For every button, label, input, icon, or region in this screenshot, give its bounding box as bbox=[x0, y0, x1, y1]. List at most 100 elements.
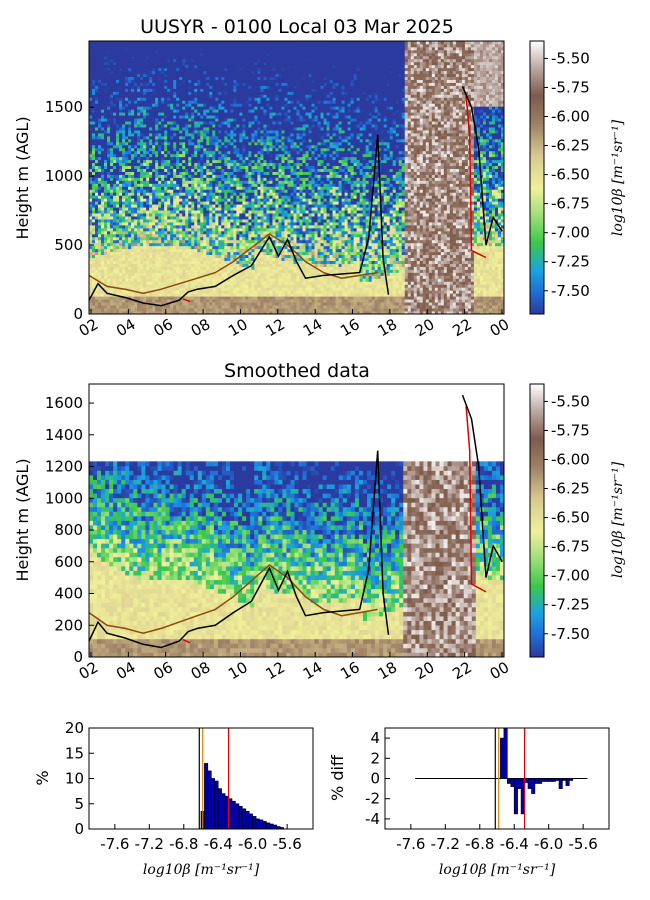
heatmap-cell bbox=[116, 55, 120, 60]
heatmap-cell bbox=[218, 257, 222, 261]
heatmap-cell bbox=[146, 174, 150, 178]
heatmap-cell bbox=[203, 49, 207, 54]
heatmap-cell bbox=[239, 162, 243, 167]
heatmap-cell bbox=[95, 88, 99, 92]
heatmap-cell bbox=[101, 198, 105, 202]
heatmap-cell bbox=[92, 52, 96, 57]
heatmap-cell bbox=[95, 91, 99, 95]
heatmap-cell bbox=[128, 88, 132, 92]
heatmap-cell bbox=[161, 204, 165, 208]
heatmap-cell bbox=[176, 88, 180, 92]
heatmap-cell bbox=[98, 227, 102, 232]
heatmap-cell bbox=[176, 135, 180, 140]
heatmap-cell bbox=[248, 180, 252, 184]
heatmap-cell bbox=[146, 82, 150, 86]
heatmap-cell bbox=[200, 222, 204, 226]
heatmap-cell bbox=[128, 115, 132, 119]
heatmap-cell bbox=[140, 118, 144, 122]
heatmap-cell bbox=[212, 233, 216, 238]
heatmap-cell bbox=[116, 254, 120, 259]
heatmap-cell bbox=[176, 79, 180, 83]
heatmap-cell bbox=[251, 236, 255, 241]
heatmap-cell bbox=[203, 263, 207, 267]
heatmap-cell bbox=[92, 106, 96, 110]
heatmap-cell bbox=[122, 41, 126, 45]
heatmap-cell bbox=[131, 308, 135, 312]
heatmap-cell bbox=[89, 198, 93, 202]
heatmap-cell bbox=[122, 305, 126, 309]
heatmap-cell bbox=[215, 302, 219, 306]
heatmap-cell bbox=[251, 287, 255, 291]
heatmap-cell bbox=[119, 305, 123, 309]
heatmap-cell bbox=[188, 55, 192, 60]
heatmap-cell bbox=[224, 58, 228, 63]
heatmap-cell bbox=[89, 79, 93, 83]
heatmap-cell bbox=[134, 46, 138, 51]
heatmap-cell bbox=[185, 302, 189, 306]
heatmap-cell bbox=[173, 64, 177, 69]
heatmap-cell bbox=[242, 43, 246, 48]
heatmap-cell bbox=[194, 150, 198, 155]
heatmap-cell bbox=[185, 239, 189, 244]
heatmap-cell bbox=[131, 177, 135, 181]
heatmap-cell bbox=[140, 233, 144, 238]
heatmap-cell bbox=[149, 76, 153, 80]
heatmap-cell bbox=[236, 91, 240, 95]
heatmap-cell bbox=[128, 186, 132, 190]
heatmap-cell bbox=[191, 138, 195, 143]
heatmap-cell bbox=[224, 73, 228, 78]
heatmap-cell bbox=[191, 97, 195, 101]
heatmap-cell bbox=[116, 168, 120, 172]
heatmap-cell bbox=[104, 135, 108, 140]
heatmap-cell bbox=[107, 230, 111, 235]
heatmap-cell bbox=[128, 254, 132, 259]
heatmap-cell bbox=[212, 236, 216, 241]
heatmap-cell bbox=[197, 67, 201, 72]
heatmap-cell bbox=[113, 263, 117, 267]
heatmap-cell bbox=[101, 41, 105, 45]
heatmap-cell bbox=[113, 239, 117, 244]
heatmap-cell bbox=[98, 204, 102, 208]
heatmap-cell bbox=[146, 100, 150, 104]
heatmap-cell bbox=[221, 207, 225, 211]
heatmap-cell bbox=[236, 186, 240, 190]
heatmap-cell bbox=[173, 266, 177, 270]
heatmap-cell bbox=[134, 180, 138, 184]
heatmap-cell bbox=[92, 70, 96, 75]
heatmap-cell bbox=[224, 46, 228, 51]
heatmap-cell bbox=[173, 130, 177, 134]
heatmap-cell bbox=[221, 236, 225, 241]
heatmap-cell bbox=[218, 127, 222, 131]
heatmap-cell bbox=[182, 115, 186, 119]
heatmap-cell bbox=[197, 233, 201, 238]
heatmap-cell bbox=[131, 88, 135, 92]
heatmap-cell bbox=[197, 192, 201, 196]
heatmap-cell bbox=[230, 94, 234, 98]
heatmap-cell bbox=[92, 91, 96, 95]
heatmap-cell bbox=[233, 150, 237, 155]
heatmap-cell bbox=[215, 224, 219, 229]
heatmap-cell bbox=[131, 58, 135, 63]
heatmap-cell bbox=[182, 46, 186, 51]
heatmap-cell bbox=[239, 150, 243, 155]
heatmap-cell bbox=[110, 162, 114, 167]
heatmap-cell bbox=[203, 118, 207, 122]
heatmap-cell bbox=[98, 242, 102, 247]
heatmap-cell bbox=[113, 124, 117, 128]
heatmap-cell bbox=[158, 207, 162, 211]
heatmap-cell bbox=[245, 141, 249, 146]
heatmap-cell bbox=[242, 67, 246, 72]
heatmap-cell bbox=[194, 97, 198, 101]
heatmap-cell bbox=[164, 207, 168, 211]
heatmap-cell bbox=[242, 103, 246, 107]
heatmap-cell bbox=[215, 41, 219, 45]
heatmap-cell bbox=[209, 165, 213, 169]
heatmap-cell bbox=[131, 70, 135, 75]
heatmap-cell bbox=[233, 269, 237, 273]
heatmap-cell bbox=[227, 112, 231, 116]
heatmap-cell bbox=[212, 281, 216, 285]
heatmap-cell bbox=[242, 159, 246, 164]
heatmap-cell bbox=[206, 73, 210, 78]
heatmap-cell bbox=[224, 91, 228, 95]
heatmap-cell bbox=[185, 296, 189, 300]
